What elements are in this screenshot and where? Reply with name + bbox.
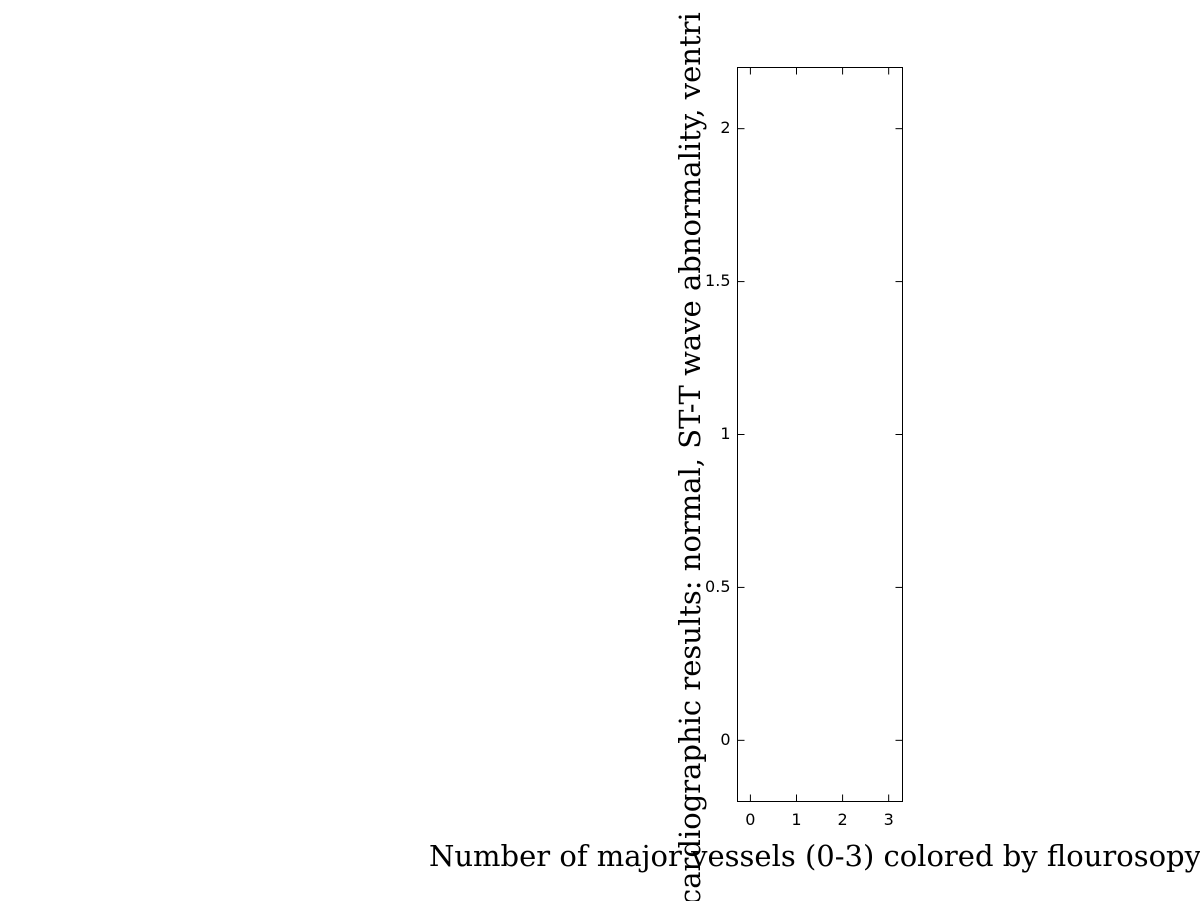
x-tick-label: 3: [884, 810, 894, 829]
plot-frame: [737, 67, 903, 802]
y-axis-label: cardiographic results: normal, ST-T wave…: [673, 12, 707, 901]
y-tick-label: 2: [720, 118, 730, 137]
y-tick-label: 1: [720, 424, 730, 443]
y-tick-label: 1.5: [705, 271, 730, 290]
y-tick-label: 0: [720, 730, 730, 749]
x-tick-label: 1: [791, 810, 801, 829]
y-tick-label: 0.5: [705, 577, 730, 596]
x-tick-label: 2: [837, 810, 847, 829]
x-tick-label: 0: [745, 810, 755, 829]
x-axis-label: Number of major vessels (0-3) colored by…: [429, 839, 1200, 873]
